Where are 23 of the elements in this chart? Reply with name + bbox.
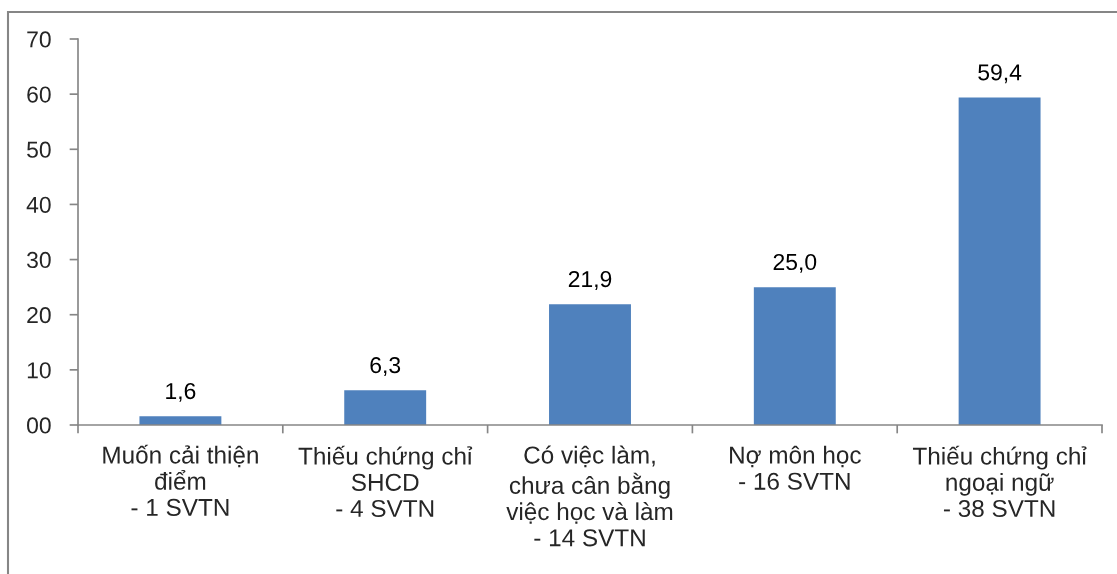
y-tick-label: 20 <box>27 307 51 324</box>
bar <box>958 97 1041 425</box>
data-label: 1,6 <box>166 382 196 402</box>
bar <box>549 304 631 425</box>
y-tick-label: 10 <box>27 362 51 379</box>
x-tick-label: Thiếu chứng chỉ SHCD - 4 SVTN <box>298 445 473 518</box>
x-tick-label: Nợ môn học - 16 SVTN <box>730 445 861 490</box>
bar <box>753 287 836 425</box>
y-tick-label: 00 <box>27 417 51 434</box>
data-label: 21,9 <box>568 270 612 290</box>
y-tick-label: 50 <box>27 141 51 158</box>
x-tick-label: Muốn cải thiện điểm - 1 SVTN <box>103 444 258 517</box>
y-tick-label: 70 <box>27 31 51 48</box>
y-tick-label: 30 <box>27 251 51 269</box>
data-label: 6,3 <box>370 357 401 376</box>
data-label: 59,4 <box>978 64 1022 84</box>
bar <box>139 416 222 425</box>
y-tick-label: 60 <box>27 86 51 103</box>
x-tick-label: Có việc làm, chưa cân bằng việc học và làm - 14 SVTN <box>506 445 673 547</box>
bar <box>344 390 427 425</box>
data-label: 25,0 <box>773 253 817 273</box>
x-tick-label: Thiếu chứng chỉ ngoại ngữ - 38 SVTN <box>912 445 1087 518</box>
y-tick-label: 40 <box>26 196 51 213</box>
